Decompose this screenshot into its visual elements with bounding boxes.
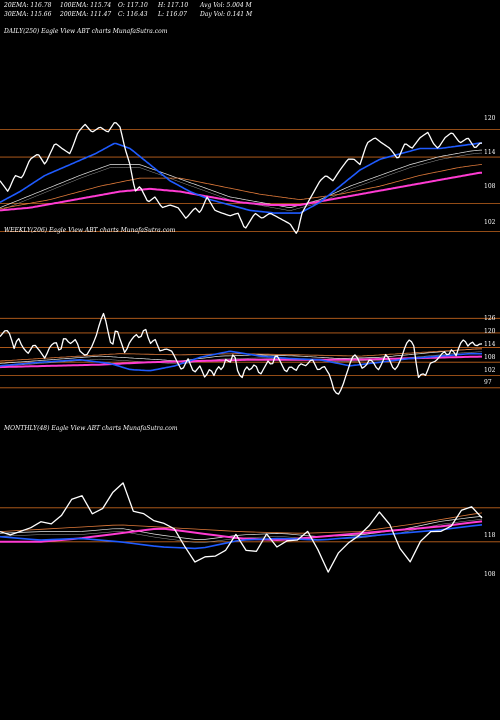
daily-ema-long-line (0, 171, 482, 212)
indicator-header: 20EMA: 116.78 100EMA: 115.74 O: 117.10 H… (4, 2, 496, 20)
ema20-value: 20EMA: 116.78 (4, 2, 52, 9)
monthly-ema-orange-line (0, 512, 483, 534)
monthly-chart-title: MONTHLY(48) Eagle View ABT charts Munafa… (4, 425, 178, 432)
weekly-price-line (0, 312, 483, 395)
open-value: O: 117.10 (118, 2, 148, 9)
monthly-y-tick-label: 108 (484, 571, 496, 578)
daily-y-tick-label: 120 (484, 115, 496, 122)
weekly-y-tick-label: 97 (484, 379, 492, 386)
daily-y-tick-label: 102 (484, 219, 496, 226)
weekly-chart-title: WEEKLY(206) Eagle View ABT charts Munafa… (4, 227, 176, 234)
monthly-ema-short-line (0, 524, 483, 550)
indicator-row-2: 30EMA: 115.66 200EMA: 111.47 C: 116.43 L… (4, 11, 496, 20)
ema30-value: 30EMA: 115.66 (4, 11, 52, 18)
weekly-y-tick-label: 114 (484, 341, 496, 348)
daily-ema-mid-line (0, 149, 482, 209)
monthly-chart-panel: 118 108 (0, 482, 500, 578)
avg-vol-value: Avg Vol: 5.004 M (200, 2, 252, 9)
low-value: L: 116.07 (158, 11, 187, 18)
monthly-y-tick-label: 118 (484, 532, 496, 539)
weekly-y-tick-label: 102 (484, 367, 496, 374)
weekly-chart-panel: 126 120 114 108 102 97 (0, 312, 500, 395)
ema100-value: 100EMA: 115.74 (60, 2, 112, 9)
daily-y-tick-label: 108 (484, 183, 496, 190)
daily-y-tick-label: 114 (484, 149, 496, 156)
weekly-y-tick-label: 120 (484, 328, 496, 335)
weekly-y-tick-label: 126 (484, 315, 496, 322)
indicator-row-1: 20EMA: 116.78 100EMA: 115.74 O: 117.10 H… (4, 2, 496, 11)
daily-chart-panel: 120 114 108 102 (0, 115, 500, 234)
daily-ema-short-line (0, 142, 482, 214)
high-value: H: 117.10 (158, 2, 189, 9)
monthly-price-line (0, 482, 483, 573)
close-value: C: 116.43 (118, 11, 148, 18)
day-vol-value: Day Vol: 0.141 M (200, 11, 253, 18)
daily-chart-title: DAILY(250) Eagle View ABT charts MunafaS… (4, 28, 168, 35)
daily-price-line (0, 122, 482, 234)
ema200-value: 200EMA: 111.47 (60, 11, 112, 18)
weekly-y-tick-label: 108 (484, 354, 496, 361)
weekly-ema-short-line (0, 350, 482, 372)
daily-ema-orange-line (0, 164, 482, 210)
